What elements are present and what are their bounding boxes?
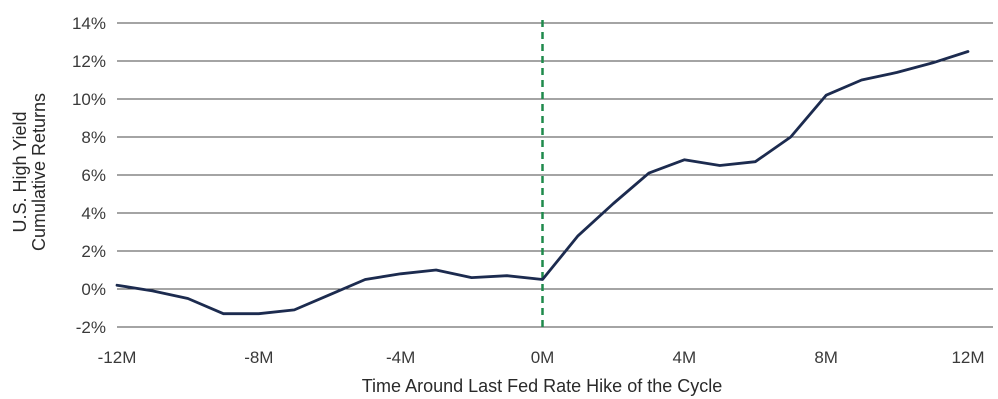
x-tick-label: 8M [814, 348, 838, 367]
x-axis-title: Time Around Last Fed Rate Hike of the Cy… [362, 376, 723, 396]
x-tick-label: -4M [386, 348, 415, 367]
y-tick-label: 10% [72, 90, 106, 109]
series-line [115, 50, 970, 316]
x-tick-label: 0M [531, 348, 555, 367]
y-tick-label: 12% [72, 52, 106, 71]
x-tick-label: -8M [244, 348, 273, 367]
y-tick-label: -2% [76, 318, 106, 337]
y-tick-label: 14% [72, 14, 106, 33]
gridlines [117, 22, 993, 328]
series-group [115, 50, 970, 316]
y-tick-label: 8% [81, 128, 106, 147]
y-axis-title-line-2: Cumulative Returns [29, 93, 49, 251]
x-tick-label: 12M [951, 348, 984, 367]
y-tick-label: 6% [81, 166, 106, 185]
x-tick-label: 4M [673, 348, 697, 367]
x-tick-label: -12M [98, 348, 137, 367]
y-tick-label: 2% [81, 242, 106, 261]
y-tick-label: 0% [81, 280, 106, 299]
y-tick-label: 4% [81, 204, 106, 223]
y-axis-ticks: -2% 0% 2% 4% 6% 8% 10% 12% 14% [72, 14, 106, 337]
x-axis-ticks: -12M -8M -4M 0M 4M 8M 12M [98, 348, 985, 367]
y-axis-title-line-1: U.S. High Yield [10, 111, 30, 232]
y-axis-title-group: U.S. High Yield Cumulative Returns [10, 93, 49, 251]
